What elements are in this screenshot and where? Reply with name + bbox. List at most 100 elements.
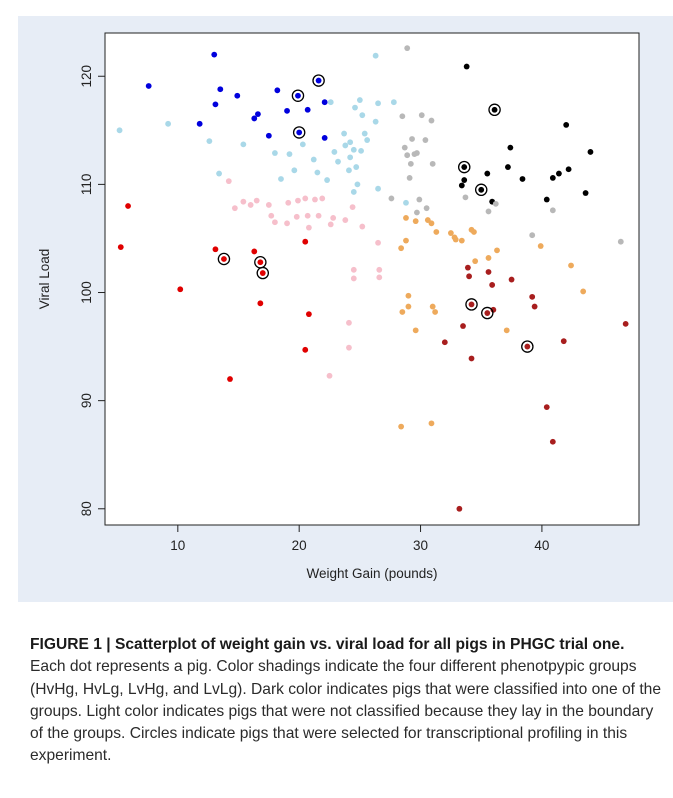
data-point-lightblue <box>331 149 338 155</box>
data-point-orange <box>537 243 544 249</box>
data-point-red <box>259 270 266 276</box>
data-point-orange <box>580 288 587 295</box>
data-point-darkred <box>622 320 629 327</box>
data-point-pink <box>305 224 312 231</box>
selected-pig-circle <box>312 74 325 87</box>
data-point-orange <box>428 420 435 427</box>
data-point-blue <box>296 129 303 136</box>
data-point-lightblue <box>324 177 330 183</box>
x-tick-label: 40 <box>534 538 549 553</box>
data-point-pink <box>330 215 337 221</box>
data-point-lightblue <box>216 170 222 177</box>
data-point-lightblue <box>375 100 381 107</box>
data-point-blue <box>234 92 241 99</box>
data-point-red <box>302 238 309 245</box>
data-point-pink <box>284 220 290 227</box>
data-point-red <box>251 248 258 255</box>
data-point-pink <box>247 202 254 208</box>
data-point-gray <box>414 209 420 216</box>
data-point-orange <box>428 220 435 227</box>
data-point-red <box>257 259 264 266</box>
data-point-pink <box>265 202 272 208</box>
data-point-red <box>305 311 312 318</box>
data-point-blue <box>284 107 290 114</box>
data-point-gray <box>401 144 408 151</box>
data-point-blue <box>321 99 328 106</box>
y-tick-label: 100 <box>79 281 94 304</box>
data-point-red <box>125 203 131 209</box>
data-point-darkred <box>508 276 515 283</box>
data-point-darkred <box>489 282 496 288</box>
data-point-pink <box>359 223 366 230</box>
data-point-lightblue <box>350 189 357 195</box>
data-point-orange <box>503 327 510 334</box>
data-point-black <box>565 166 572 173</box>
data-point-gray <box>399 113 406 120</box>
selected-pig-circle <box>292 126 306 139</box>
data-point-lightblue <box>327 99 334 106</box>
data-point-pink <box>350 266 357 273</box>
axes: 10 20 30 40 80 90 100 110 120 <box>79 65 549 553</box>
data-point-pink <box>376 266 383 273</box>
data-point-lightblue <box>314 169 321 176</box>
data-point-darkred <box>484 310 491 316</box>
data-point-lightblue <box>347 154 354 161</box>
selected-pig-circle <box>474 183 488 197</box>
data-point-blue <box>265 132 272 139</box>
caption-title: FIGURE 1 | Scatterplot of weight gain vs… <box>30 636 625 653</box>
data-point-black <box>519 176 526 182</box>
data-point-lightblue <box>286 151 293 158</box>
data-point-blue <box>211 51 218 58</box>
selected-pig-circle <box>521 340 534 353</box>
data-point-black <box>563 122 570 128</box>
data-point-lightblue <box>390 99 397 106</box>
data-point-orange <box>433 229 440 235</box>
data-point-orange <box>458 237 465 244</box>
data-point-red <box>221 256 227 262</box>
data-point-orange <box>472 258 479 265</box>
data-point-lightblue <box>350 146 357 153</box>
data-point-pink <box>240 198 247 205</box>
data-point-gray <box>407 160 414 167</box>
data-point-black <box>556 170 562 177</box>
data-point-lightblue <box>165 120 172 127</box>
selected-pig-circle <box>488 103 501 117</box>
data-point-pink <box>327 221 334 228</box>
data-point-red <box>177 286 184 293</box>
data-point-orange <box>494 247 500 254</box>
data-point-black <box>463 63 470 70</box>
data-point-lightblue <box>291 167 298 174</box>
data-point-darkred <box>529 293 536 300</box>
data-point-gray <box>485 208 492 215</box>
data-point-gray <box>429 160 436 167</box>
data-point-pink <box>231 205 238 212</box>
data-point-darkred <box>490 306 497 313</box>
data-point-gray <box>422 137 429 143</box>
data-point-gray <box>428 117 435 124</box>
x-tick-label: 30 <box>413 538 428 553</box>
selected-pig-circle <box>217 252 231 266</box>
y-tick-label: 110 <box>79 174 94 196</box>
data-point-pink <box>285 199 292 206</box>
data-point-gray <box>549 207 556 214</box>
plot-area-background <box>104 32 640 526</box>
y-tick-label: 120 <box>79 65 94 88</box>
data-point-black <box>461 164 468 170</box>
data-point-pink <box>342 217 349 223</box>
data-point-lightblue <box>352 104 358 111</box>
data-point-gray <box>529 232 536 239</box>
data-point-lightblue <box>354 181 361 188</box>
data-point-black <box>507 144 514 151</box>
data-point-darkred <box>468 355 475 362</box>
data-point-lightblue <box>206 138 213 145</box>
data-point-orange <box>432 309 439 315</box>
data-point-lightblue <box>310 156 317 163</box>
data-point-gray <box>404 45 411 52</box>
data-point-blue <box>315 77 322 84</box>
data-point-blue <box>251 115 258 122</box>
data-point-pink <box>346 319 352 326</box>
data-point-black <box>491 106 498 113</box>
data-point-lightblue <box>342 142 349 149</box>
data-point-darkred <box>524 343 531 350</box>
data-point-red <box>302 346 309 353</box>
